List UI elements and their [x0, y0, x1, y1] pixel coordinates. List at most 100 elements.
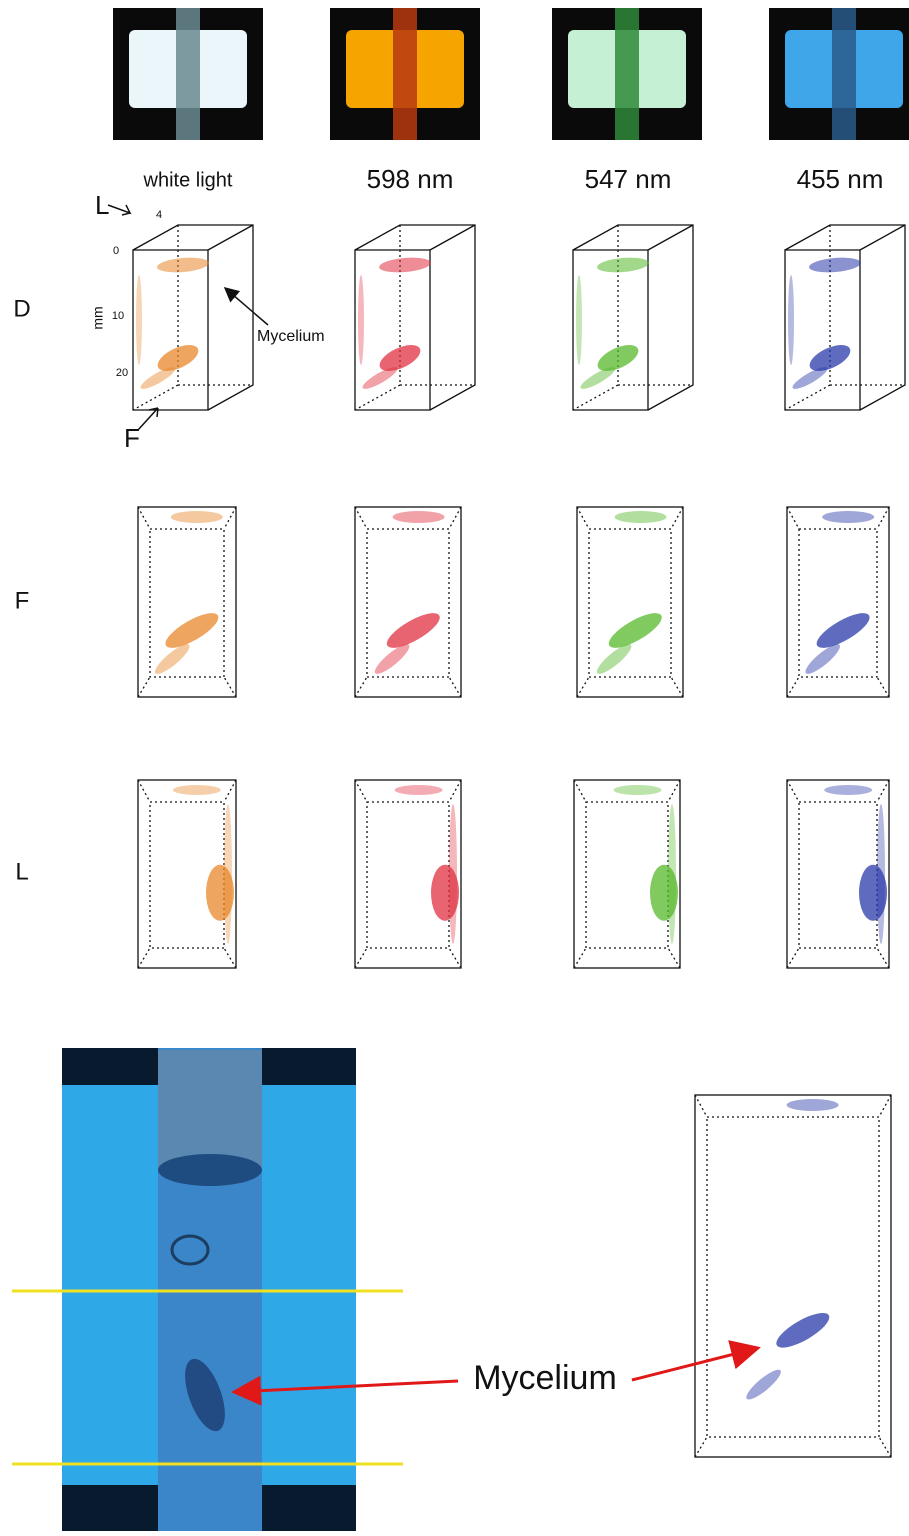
hidden-edge [355, 385, 400, 410]
column-label: 455 nm [797, 164, 884, 194]
fluorescence-blob [788, 275, 794, 365]
column-label: white light [143, 169, 233, 191]
fluorescence-blob [596, 256, 649, 274]
fluorescence-blob [614, 785, 662, 795]
hidden-edge [224, 677, 236, 697]
hidden-edge [574, 948, 586, 968]
photo-tube [176, 8, 200, 140]
fluorescence-blob [772, 1307, 834, 1354]
hidden-edge [787, 780, 799, 802]
hidden-edge [695, 1437, 707, 1457]
hidden-edge [449, 507, 461, 529]
hidden-edge [138, 948, 150, 968]
hidden-edge [577, 507, 589, 529]
figure: white light598 nm547 nm455 nmDFLLF401020… [0, 0, 909, 1531]
box-edge [430, 225, 475, 250]
box-edge [648, 225, 693, 250]
column-label: 547 nm [585, 164, 672, 194]
hidden-edge [449, 948, 461, 968]
view-arrow [108, 205, 130, 215]
photo-tube [615, 8, 639, 140]
fluorescence-blob [449, 804, 457, 944]
box-edge [787, 507, 889, 697]
hidden-edge [877, 948, 889, 968]
hidden-edge [668, 780, 680, 802]
hidden-edge [133, 385, 178, 410]
box-edge [355, 507, 461, 697]
hidden-edge [787, 677, 799, 697]
fluorescence-blob [822, 511, 874, 523]
hidden-edge [449, 780, 461, 802]
hidden-edge [138, 780, 150, 802]
photo-sample [158, 1050, 262, 1170]
fluorescence-blob [787, 1099, 839, 1111]
fluorescence-blob [393, 511, 445, 523]
hidden-edge [573, 385, 618, 410]
hidden-edge [449, 677, 461, 697]
hidden-edge [589, 529, 671, 677]
photo-meniscus [158, 1154, 262, 1186]
hidden-edge [877, 507, 889, 529]
box-edge [577, 507, 683, 697]
fluorescence-blob [156, 256, 209, 274]
photo-tube [393, 8, 417, 140]
row-label: F [15, 587, 30, 614]
hidden-edge [138, 507, 150, 529]
hidden-edge [138, 677, 150, 697]
hidden-edge [671, 507, 683, 529]
fluorescence-blob [576, 275, 582, 365]
row-label: D [13, 295, 30, 322]
depth-tick: 4 [156, 209, 162, 221]
hidden-edge [577, 677, 589, 697]
fluorescence-blob [171, 511, 223, 523]
depth-tick: 10 [112, 310, 124, 322]
column-label: 598 nm [367, 164, 454, 194]
mycelium-label: Mycelium [473, 1359, 617, 1397]
pointer-label: Mycelium [257, 328, 325, 345]
hidden-edge [877, 677, 889, 697]
fluorescence-blob [808, 256, 861, 274]
fluorescence-blob [136, 275, 142, 365]
row-label: L [15, 858, 28, 885]
box-edge [208, 225, 253, 250]
hidden-edge [224, 507, 236, 529]
fluorescence-blob [378, 256, 431, 274]
fluorescence-blob [824, 785, 872, 795]
hidden-edge [707, 1117, 879, 1437]
fluorescence-blob [812, 607, 874, 654]
fluorescence-blob [877, 804, 885, 944]
fluorescence-blob [224, 804, 232, 944]
hidden-edge [671, 677, 683, 697]
box-edge [695, 1095, 891, 1457]
hidden-edge [355, 507, 367, 529]
depth-unit: mm [90, 306, 106, 329]
hidden-edge [879, 1437, 891, 1457]
photo-tube [832, 8, 856, 140]
fluorescence-blob [382, 607, 444, 654]
fluorescence-blob [358, 275, 364, 365]
view-label: L [95, 190, 109, 220]
hidden-edge [799, 529, 877, 677]
fluorescence-blob [395, 785, 443, 795]
hidden-edge [224, 948, 236, 968]
box-edge [860, 225, 905, 250]
depth-tick: 0 [113, 245, 119, 257]
hidden-edge [574, 780, 586, 802]
pointer-arrow [225, 288, 268, 325]
fluorescence-blob [161, 607, 223, 654]
hidden-edge [695, 1095, 707, 1117]
fluorescence-blob [604, 607, 666, 654]
hidden-edge [877, 780, 889, 802]
fluorescence-blob [668, 804, 676, 944]
hidden-edge [787, 507, 799, 529]
view-label: F [124, 423, 140, 453]
hidden-edge [787, 948, 799, 968]
view-arrow [138, 408, 158, 430]
hidden-edge [355, 677, 367, 697]
hidden-edge [150, 529, 224, 677]
hidden-edge [355, 780, 367, 802]
hidden-edge [224, 780, 236, 802]
fluorescence-blob [743, 1366, 784, 1403]
hidden-edge [785, 385, 830, 410]
fluorescence-blob [173, 785, 221, 795]
